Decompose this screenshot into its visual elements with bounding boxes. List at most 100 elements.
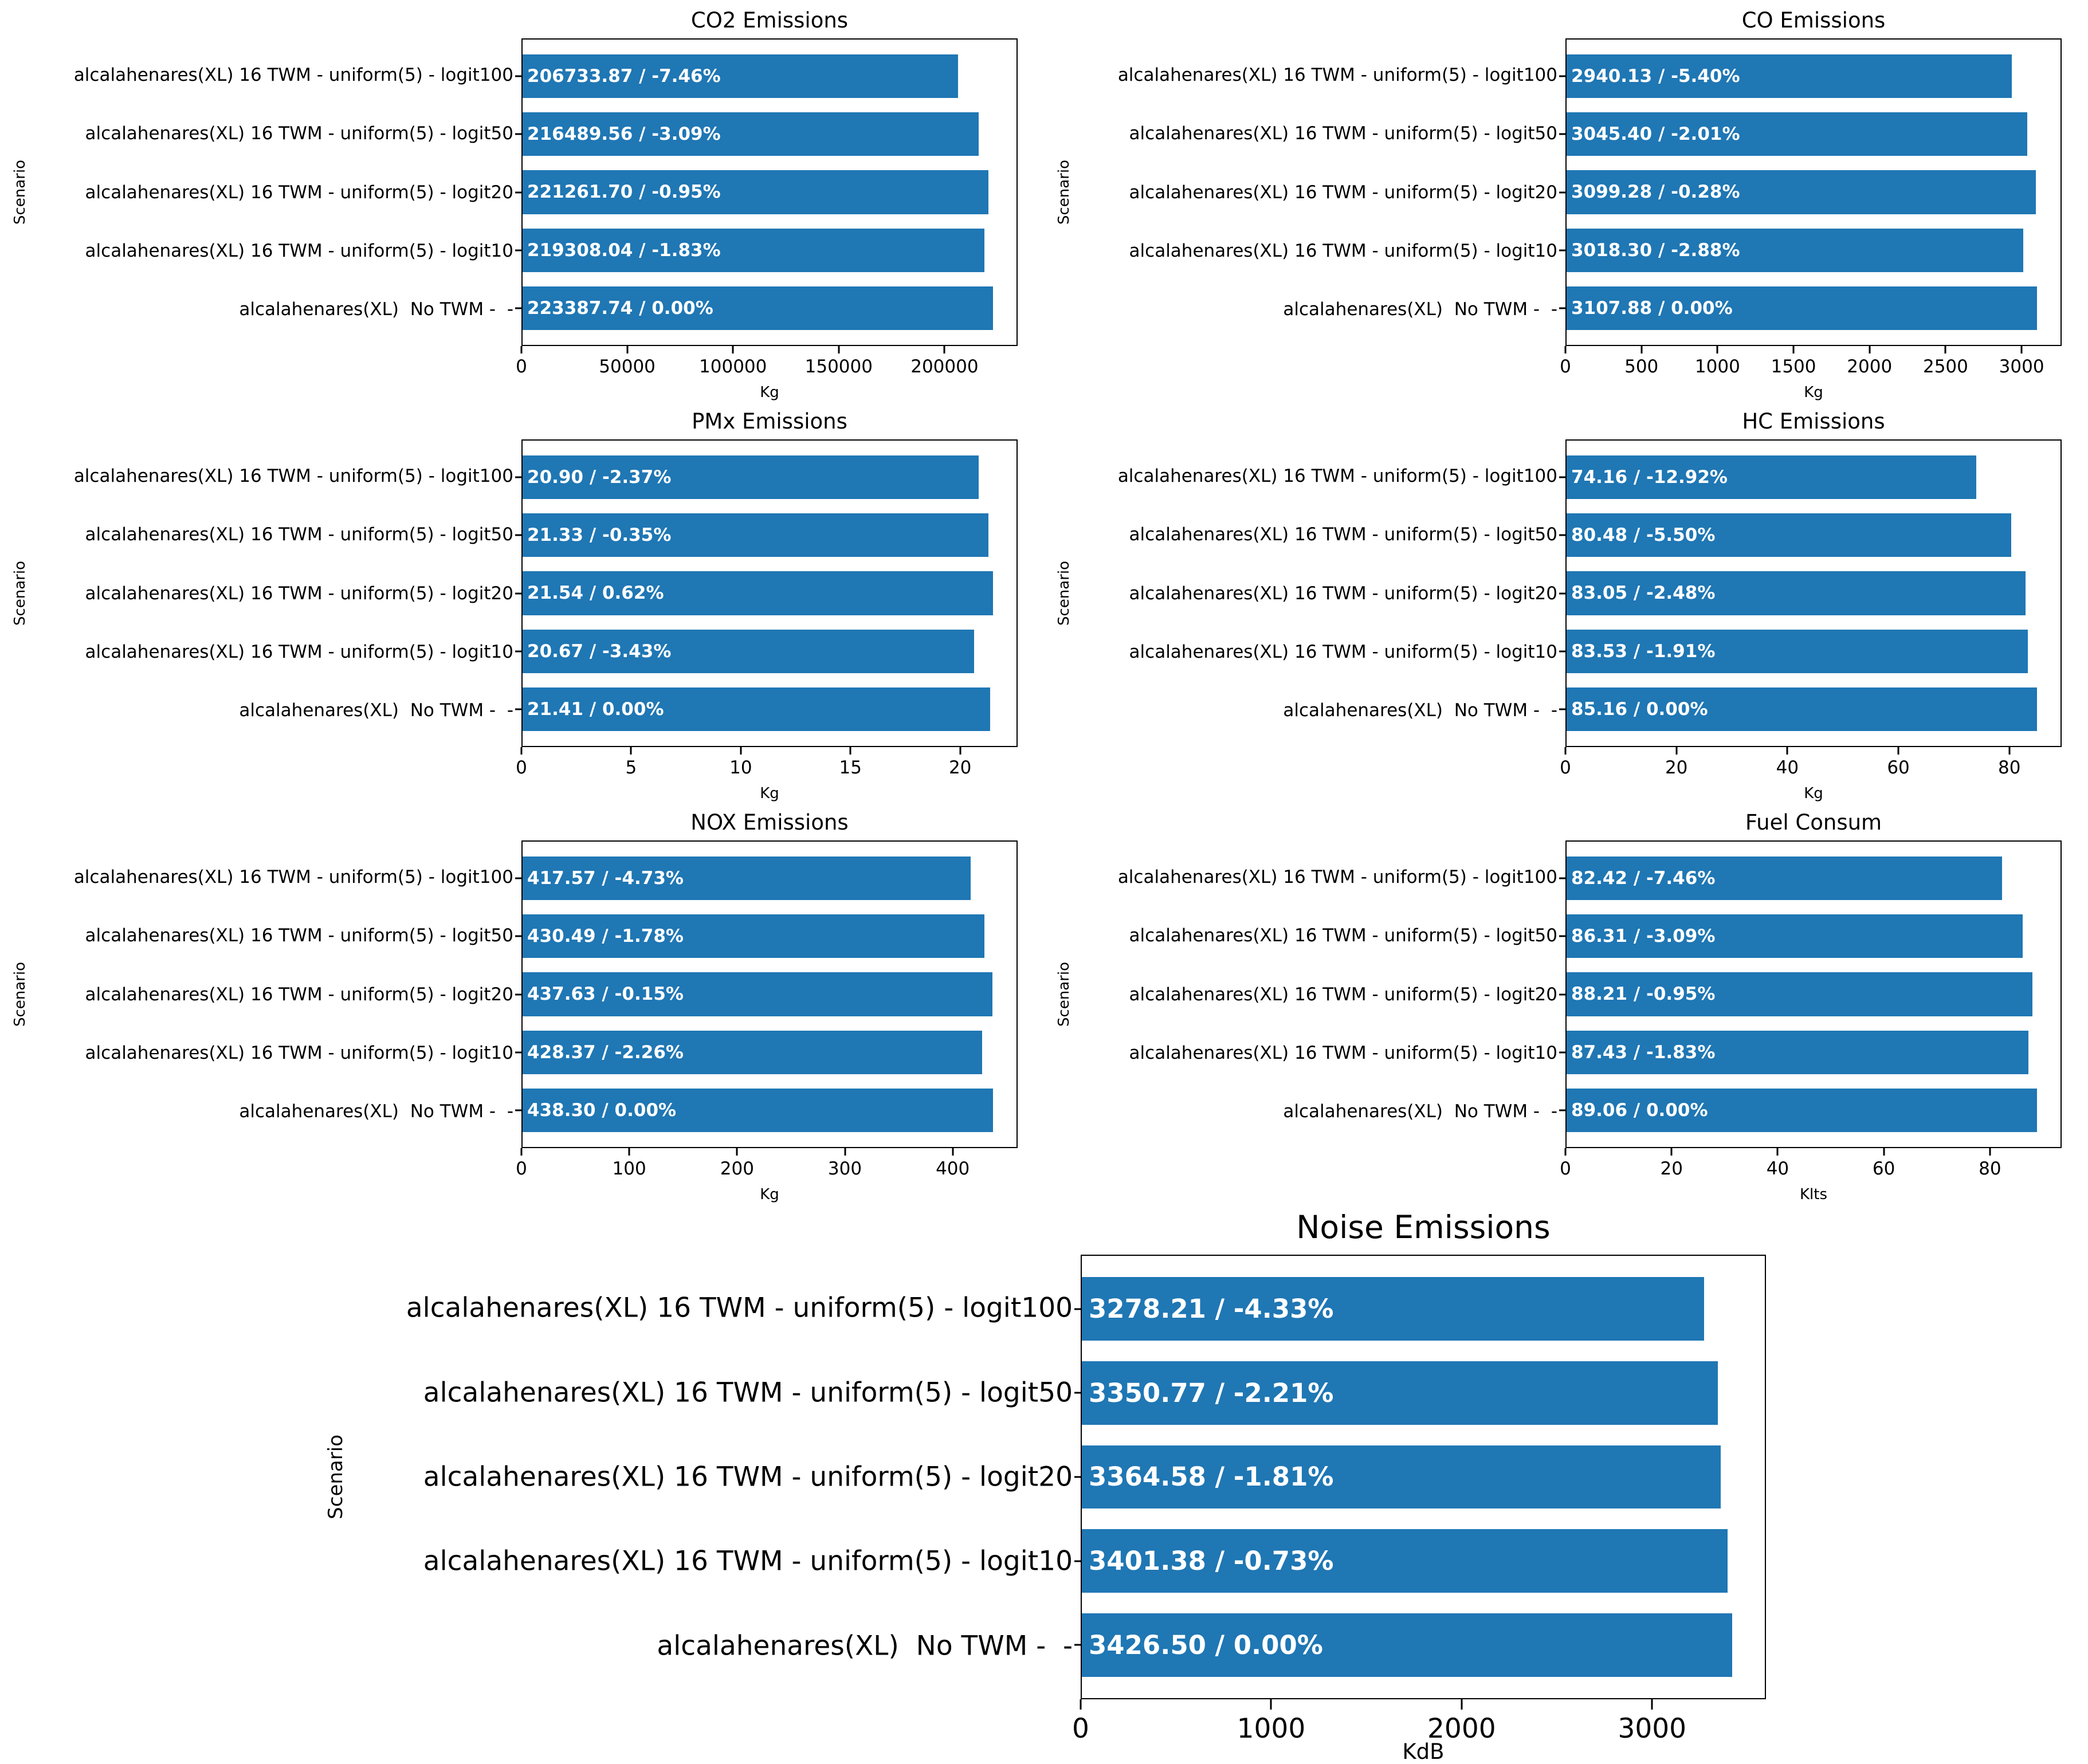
x-axis-label: Klts xyxy=(1799,1186,1827,1203)
bar: 2940.13 / -5.40% xyxy=(1567,54,2012,99)
chart-fuel-consum: Fuel Consum Scenario alcalahenares(XL) 16 … xyxy=(1044,802,2088,1203)
x-axis-label: Kg xyxy=(760,785,779,802)
x-tick-mark xyxy=(1670,1148,1673,1156)
x-tick-label: 80 xyxy=(1979,1158,2001,1179)
y-tick-label: alcalahenares(XL) 16 TWM - uniform(5) - … xyxy=(1117,65,1557,86)
bar: 74.16 / -12.92% xyxy=(1567,455,1976,500)
bar-value-label: 88.21 / -0.95% xyxy=(1571,984,1716,1005)
x-tick-mark xyxy=(2008,747,2011,755)
y-axis-area: Scenario alcalahenares(XL) 16 TWM - unifo… xyxy=(9,439,521,747)
y-tick-mark xyxy=(1559,133,1565,135)
x-tick-label: 100000 xyxy=(699,356,767,377)
y-tick-label: alcalahenares(XL) 16 TWM - uniform(5) - … xyxy=(85,123,513,144)
bar-value-label: 430.49 / -1.78% xyxy=(527,926,684,947)
y-axis-area: Scenario alcalahenares(XL) 16 TWM - unifo… xyxy=(322,1255,1081,1699)
x-tick-mark xyxy=(626,346,629,353)
bar-value-label: 3401.38 / -0.73% xyxy=(1089,1546,1334,1577)
x-tick-mark xyxy=(849,747,851,755)
y-tick-mark xyxy=(1559,75,1565,77)
bar-value-label: 3350.77 / -2.21% xyxy=(1089,1377,1334,1408)
bar-value-label: 89.06 / 0.00% xyxy=(1571,1100,1708,1121)
bar-value-label: 437.63 / -0.15% xyxy=(527,984,684,1005)
bar: 86.31 / -3.09% xyxy=(1567,914,2023,958)
bar: 417.57 / -4.73% xyxy=(523,856,971,901)
y-tick-mark xyxy=(515,650,521,653)
y-tick-label: alcalahenares(XL) No TWM - - xyxy=(1283,700,1557,721)
y-axis-label-wrap: Scenario xyxy=(1053,38,1078,346)
x-axis: 0 5 10 15 20 xyxy=(516,747,1018,784)
x-tick-label: 200 xyxy=(720,1158,754,1179)
y-tick-mark xyxy=(515,877,521,879)
chart-title: Fuel Consum xyxy=(1745,810,1882,835)
bar: 3401.38 / -0.73% xyxy=(1082,1529,1728,1593)
bar: 221261.70 / -0.95% xyxy=(523,170,989,214)
chart-co-emissions: CO Emissions Scenario alcalahenares(XL) 16… xyxy=(1044,0,2088,401)
x-tick-mark xyxy=(520,346,523,353)
bar: 438.30 / 0.00% xyxy=(523,1088,993,1133)
plot-area: 74.16 / -12.92% 80.48 / -5.50% 83.05 / -2.… xyxy=(1559,439,2062,747)
bar: 428.37 / -2.26% xyxy=(523,1030,983,1074)
y-tick-label: alcalahenares(XL) 16 TWM - uniform(5) - … xyxy=(1129,641,1557,662)
x-tick-label: 1000 xyxy=(1694,356,1740,377)
bar: 85.16 / 0.00% xyxy=(1567,687,2037,732)
y-axis-label-wrap: Scenario xyxy=(322,1255,353,1699)
x-tick-label: 0 xyxy=(516,356,527,377)
y-tick-label: alcalahenares(XL) 16 TWM - uniform(5) - … xyxy=(73,466,513,487)
bar-value-label: 21.54 / 0.62% xyxy=(527,583,664,604)
bar: 89.06 / 0.00% xyxy=(1567,1088,2037,1133)
y-tick-mark xyxy=(1559,877,1565,879)
bar: 3364.58 / -1.81% xyxy=(1082,1445,1721,1509)
y-axis-label: Scenario xyxy=(1055,560,1073,626)
x-tick-label: 20 xyxy=(948,757,972,778)
x-tick-mark xyxy=(1786,747,1788,755)
bar: 80.48 / -5.50% xyxy=(1567,513,2011,557)
y-tick-mark xyxy=(1074,1560,1081,1562)
x-tick-label: 3000 xyxy=(1999,356,2044,377)
y-tick-label: alcalahenares(XL) 16 TWM - uniform(5) - … xyxy=(85,1042,513,1063)
y-tick-label: alcalahenares(XL) 16 TWM - uniform(5) - … xyxy=(1129,240,1557,261)
bar-value-label: 3426.50 / 0.00% xyxy=(1089,1629,1323,1660)
bar: 3018.30 / -2.88% xyxy=(1567,228,2024,272)
x-axis-label: Kg xyxy=(1804,785,1823,802)
y-tick-label: alcalahenares(XL) 16 TWM - uniform(5) - … xyxy=(73,65,513,86)
x-tick-mark xyxy=(1675,747,1678,755)
x-axis-label: Kg xyxy=(760,384,779,401)
chart-nox-emissions: NOX Emissions Scenario alcalahenares(XL) 1… xyxy=(0,802,1044,1203)
x-tick-label: 400 xyxy=(936,1158,970,1179)
x-tick-mark xyxy=(732,346,734,353)
plot-area: 206733.87 / -7.46% 216489.56 / -3.09% 2212… xyxy=(515,38,1018,346)
y-tick-labels: alcalahenares(XL) 16 TWM - uniform(5) - … xyxy=(34,840,521,1148)
x-axis-label: Kg xyxy=(1804,384,1823,401)
y-tick-mark xyxy=(1559,1109,1565,1111)
x-tick-label: 10 xyxy=(729,757,752,778)
bar: 20.90 / -2.37% xyxy=(523,455,979,500)
y-axis-area: Scenario alcalahenares(XL) 16 TWM - unifo… xyxy=(9,38,521,346)
x-tick-label: 500 xyxy=(1624,356,1659,377)
x-tick-label: 60 xyxy=(1887,757,1910,778)
y-tick-labels: alcalahenares(XL) 16 TWM - uniform(5) - … xyxy=(34,439,521,747)
bar-value-label: 428.37 / -2.26% xyxy=(527,1042,684,1063)
bar-value-label: 83.53 / -1.91% xyxy=(1571,641,1716,662)
bar-value-label: 80.48 / -5.50% xyxy=(1571,525,1716,546)
y-tick-label: alcalahenares(XL) 16 TWM - uniform(5) - … xyxy=(423,1461,1073,1493)
chart-title: CO2 Emissions xyxy=(690,8,849,33)
charts-row-1: CO2 Emissions Scenario alcalahenares(XL) 1… xyxy=(0,0,2088,401)
y-tick-label: alcalahenares(XL) 16 TWM - uniform(5) - … xyxy=(406,1292,1073,1324)
x-tick-label: 100 xyxy=(612,1158,646,1179)
x-tick-mark xyxy=(1564,747,1567,755)
y-tick-mark xyxy=(1559,935,1565,937)
y-tick-mark xyxy=(1074,1476,1081,1478)
bar: 21.33 / -0.35% xyxy=(523,513,988,557)
bar-value-label: 221261.70 / -0.95% xyxy=(527,182,721,203)
y-tick-mark xyxy=(515,133,521,135)
x-tick-mark xyxy=(740,747,742,755)
y-axis-label: Scenario xyxy=(11,961,29,1027)
y-tick-label: alcalahenares(XL) 16 TWM - uniform(5) - … xyxy=(85,984,513,1005)
chart-title: CO Emissions xyxy=(1741,8,1886,33)
bar-value-label: 83.05 / -2.48% xyxy=(1571,583,1716,604)
charts-row-4: Noise Emissions Scenario alcalahenares(XL)… xyxy=(0,1203,2088,1764)
x-tick-label: 300 xyxy=(827,1158,862,1179)
y-tick-mark xyxy=(1559,592,1565,594)
x-axis: 0 100 200 300 400 xyxy=(516,1148,1018,1185)
bar-value-label: 20.67 / -3.43% xyxy=(527,641,672,662)
